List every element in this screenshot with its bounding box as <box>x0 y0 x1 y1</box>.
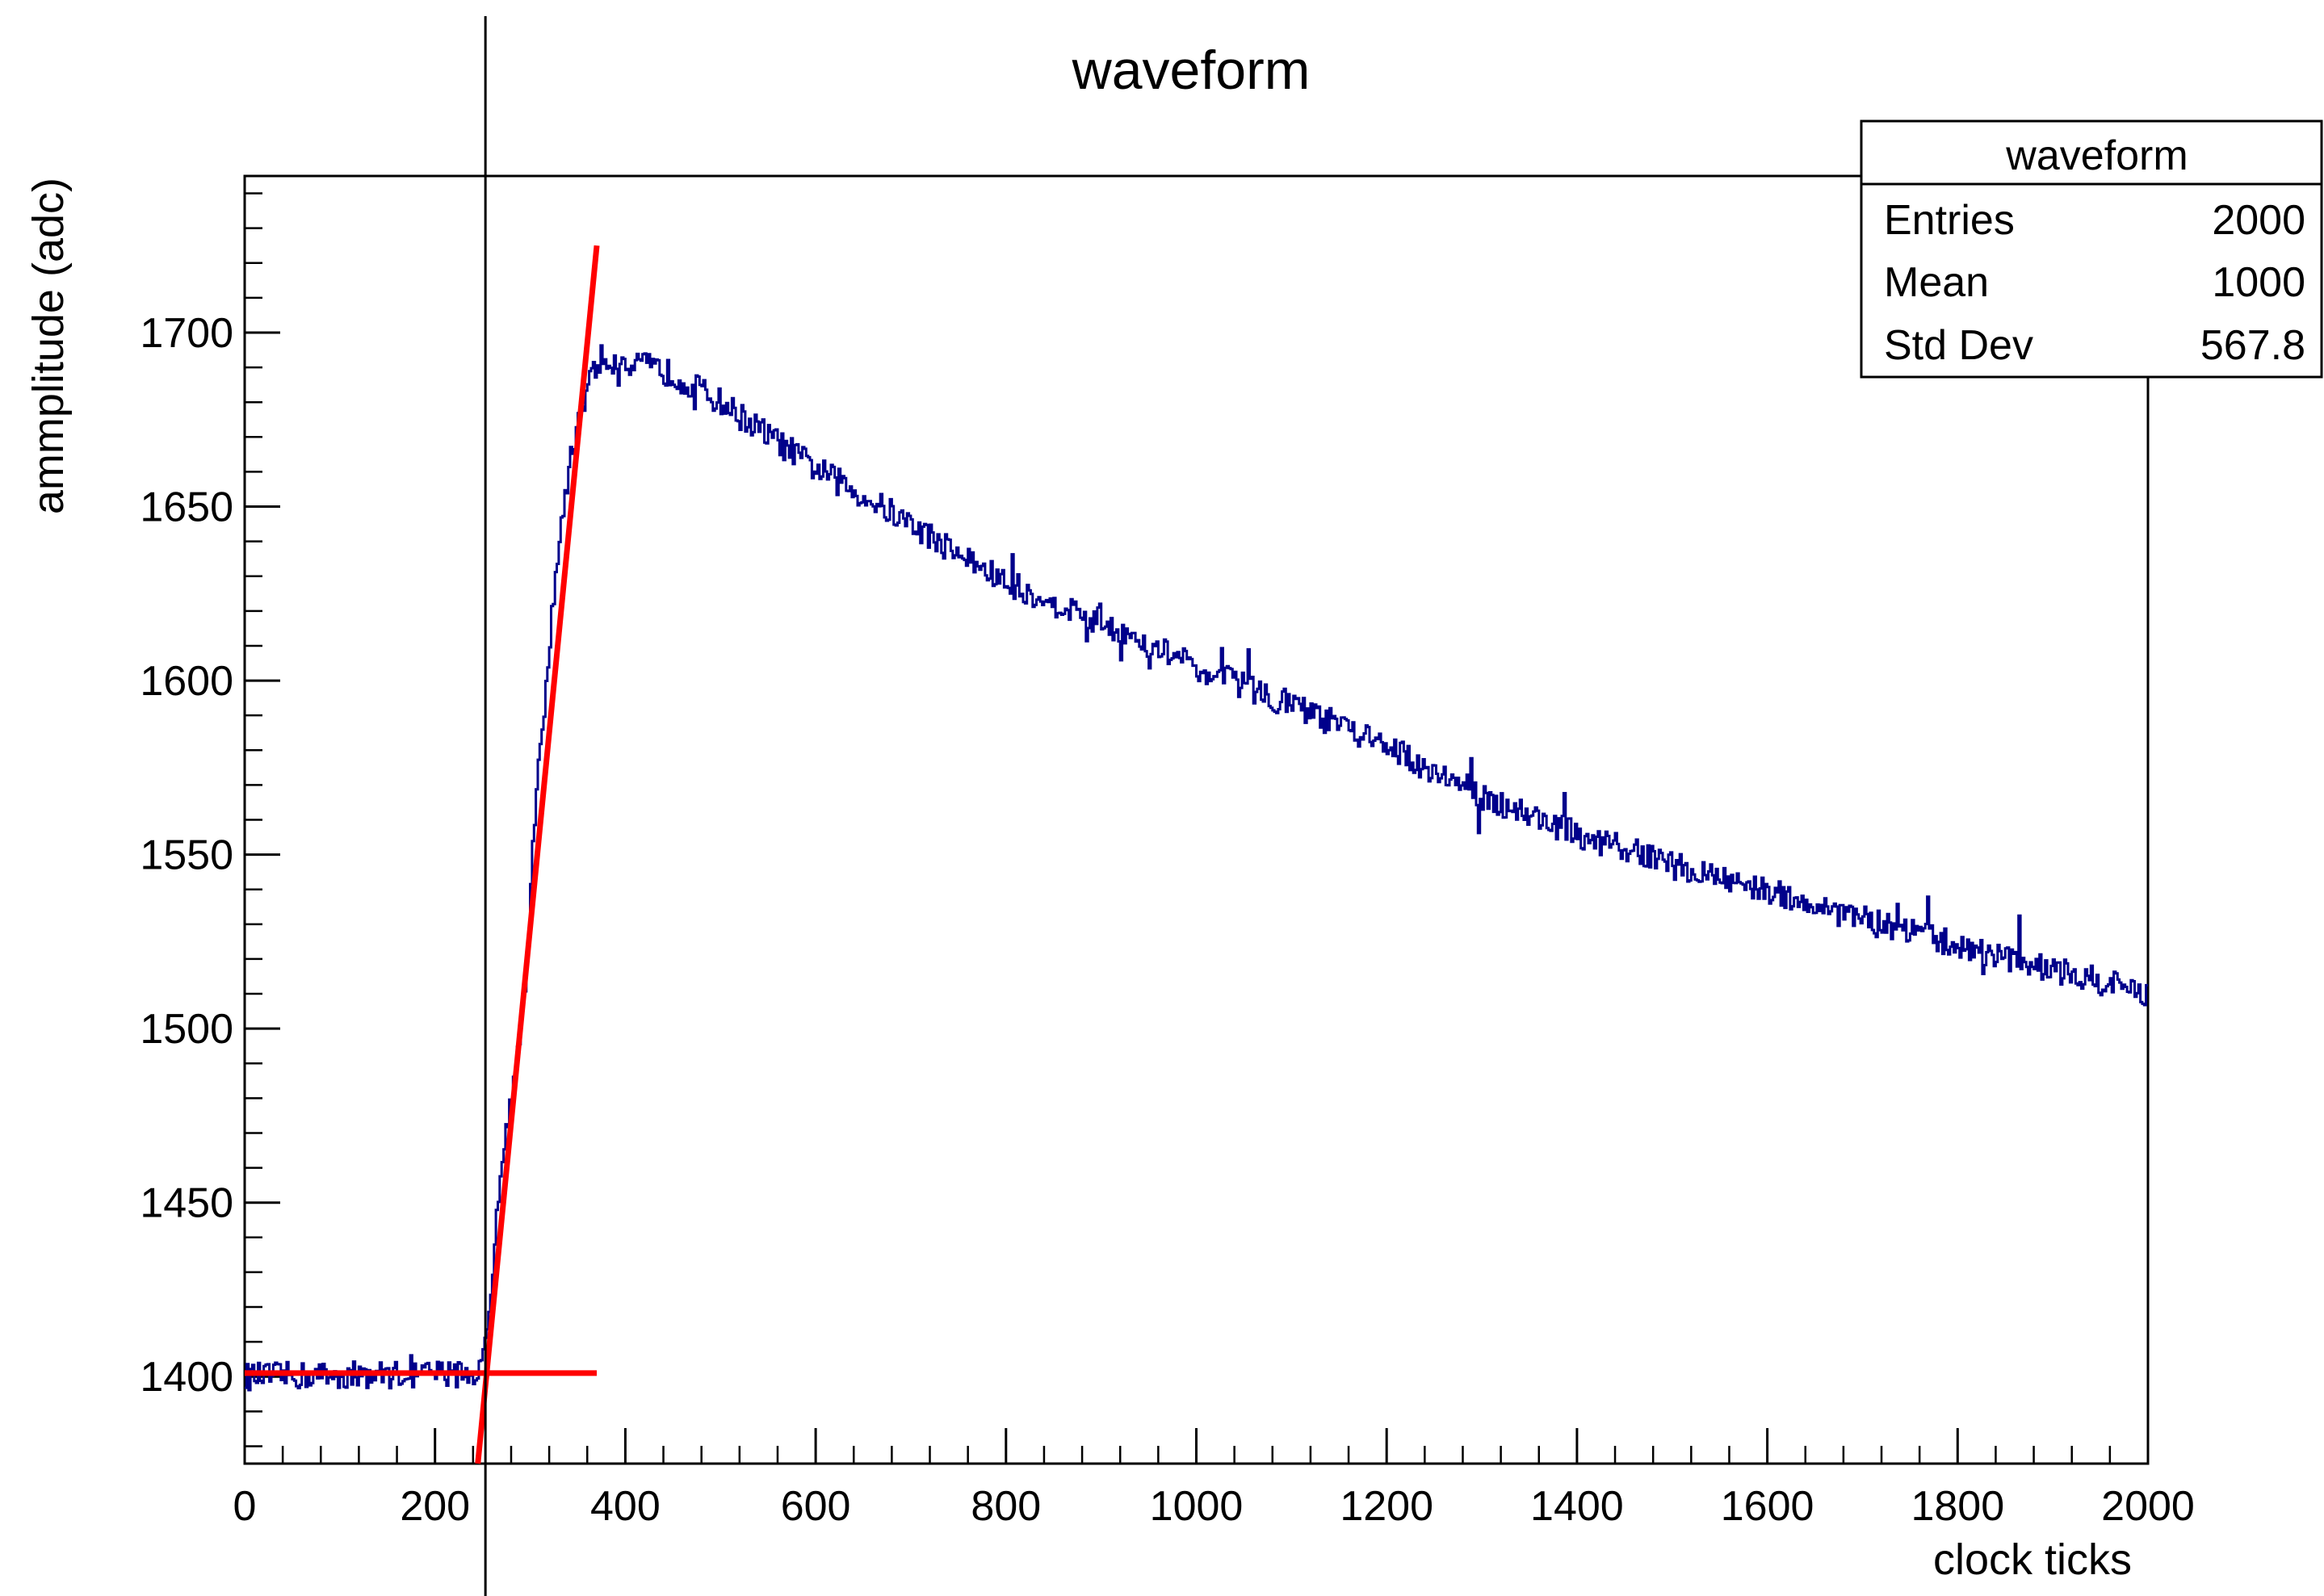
x-tick-label: 400 <box>590 1483 661 1530</box>
x-tick-label: 600 <box>781 1483 851 1530</box>
stats-stddev-value: 567.8 <box>2200 322 2305 369</box>
y-axis-tick-labels: 1400 1450 1500 1550 1600 1650 1700 <box>140 310 233 1401</box>
stats-box-title: waveform <box>2005 132 2188 179</box>
stats-box-frame <box>1860 119 2323 379</box>
stats-box: waveform Entries 2000 Mean 1000 Std Dev … <box>1860 119 2323 379</box>
y-tick-label: 1650 <box>140 484 233 531</box>
x-tick-label: 1600 <box>1721 1483 1814 1530</box>
y-tick-label: 1700 <box>140 310 233 357</box>
x-tick-label: 200 <box>400 1483 470 1530</box>
fit-layer <box>245 245 600 1464</box>
x-tick-label: 800 <box>971 1483 1041 1530</box>
y-tick-label: 1400 <box>140 1354 233 1401</box>
y-axis-title: ammplitude (adc) <box>24 178 73 514</box>
stats-entries-value: 2000 <box>2212 197 2305 244</box>
x-axis-ticks <box>243 1428 2150 1464</box>
series-layer <box>245 344 2148 1392</box>
x-tick-label: 1800 <box>1911 1483 2004 1530</box>
x-tick-label: 2000 <box>2101 1483 2195 1530</box>
y-tick-label: 1500 <box>140 1006 233 1053</box>
stats-stddev-label: Std Dev <box>1884 322 2033 369</box>
stats-mean-value: 1000 <box>2212 259 2305 306</box>
x-axis-title: clock ticks <box>1933 1535 2132 1584</box>
chart-title: waveform <box>1072 40 1311 101</box>
fit-line-rise <box>475 245 600 1464</box>
x-tick-label: 1400 <box>1530 1483 1624 1530</box>
y-tick-label: 1600 <box>140 658 233 705</box>
x-tick-label: 1200 <box>1340 1483 1433 1530</box>
x-axis-tick-labels: 0 200 400 600 800 1000 1200 1400 1600 1800 2000 <box>233 1483 2195 1530</box>
waveform-series-line <box>245 344 2148 1392</box>
y-tick-label: 1450 <box>140 1180 233 1227</box>
stats-mean-label: Mean <box>1884 259 1989 306</box>
x-tick-label: 0 <box>233 1483 257 1530</box>
x-tick-label: 1000 <box>1150 1483 1244 1530</box>
stats-entries-label: Entries <box>1884 197 2015 244</box>
y-axis-ticks <box>245 192 280 1447</box>
y-tick-label: 1550 <box>140 832 233 879</box>
